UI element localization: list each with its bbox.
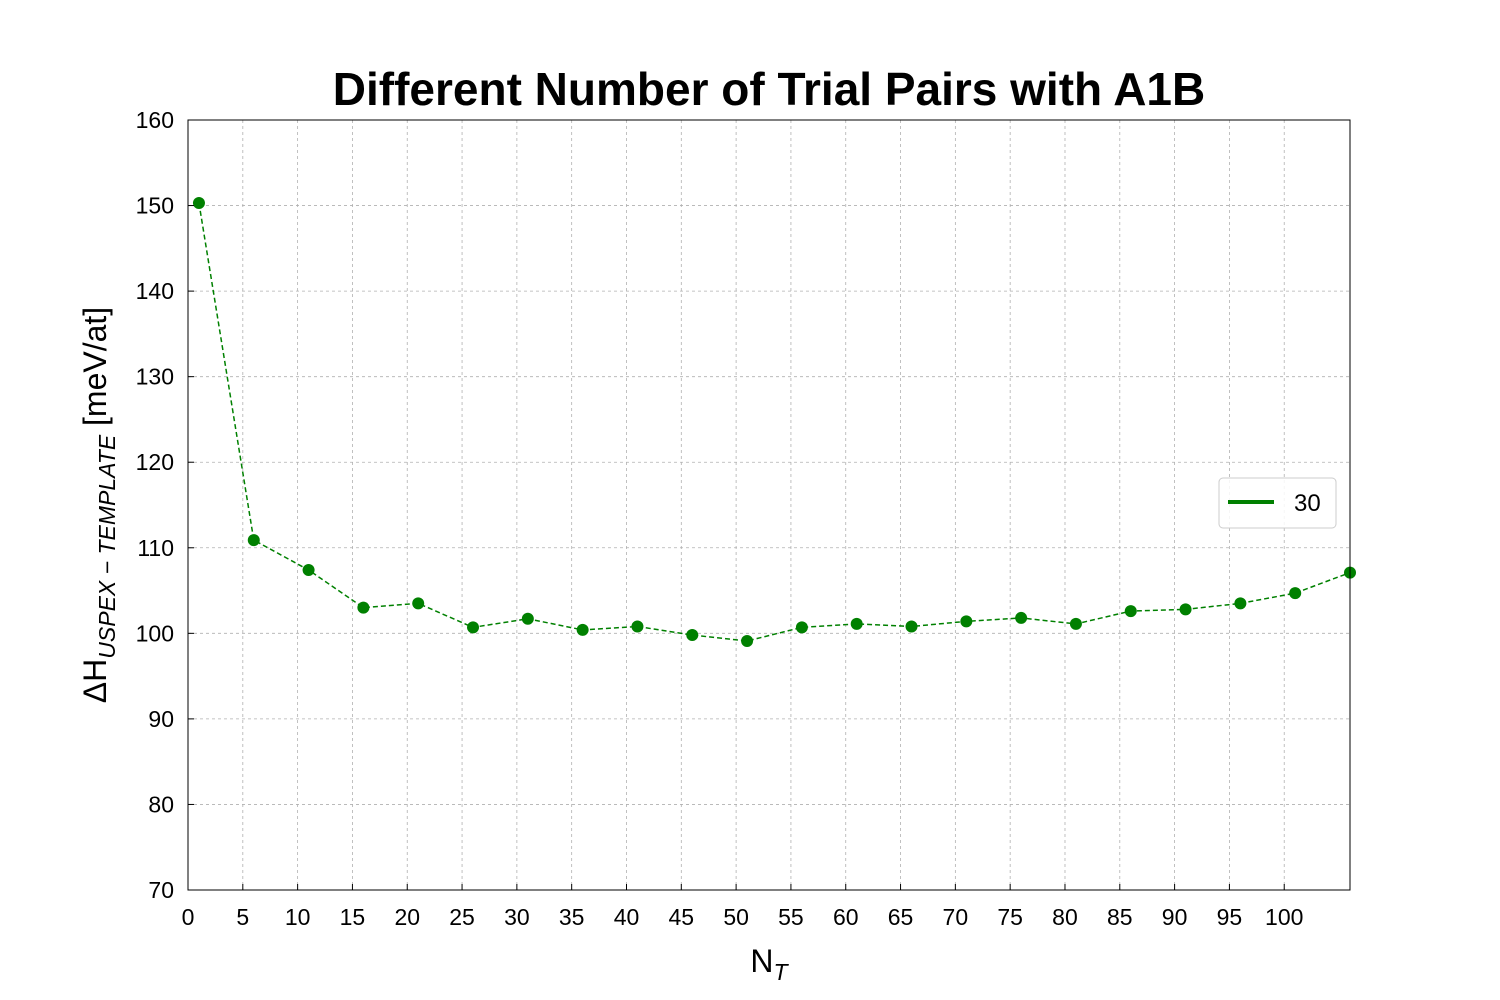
y-axis-label-sub: USPEX − TEMPLATE [94,434,120,659]
y-tick-label: 110 [137,535,174,561]
data-point [795,621,808,634]
data-point [1179,603,1192,616]
data-point [467,621,480,634]
data-point [850,617,863,630]
x-tick-label: 20 [394,904,420,930]
x-tick-label: 65 [888,904,914,930]
legend: 30 [1218,477,1337,529]
x-tick-label: 15 [340,904,366,930]
x-tick-label: 10 [285,904,311,930]
x-tick-label: 95 [1217,904,1243,930]
x-tick-label: 0 [182,904,195,930]
x-tick-label: 85 [1107,904,1133,930]
x-tick-label: 30 [504,904,530,930]
x-tick-label: 75 [997,904,1023,930]
plot-frame [187,119,1351,891]
data-point [521,612,534,625]
x-tick-label: 55 [778,904,804,930]
y-tick-label: 120 [136,449,174,475]
x-tick-label: 90 [1162,904,1188,930]
series-line-1 [198,202,1351,642]
data-point [960,615,973,628]
data-point [1234,597,1247,610]
x-tick-label: 60 [833,904,859,930]
chart-title: Different Number of Trial Pairs with A1B [333,63,1205,115]
x-axis-label-sub: T [774,959,790,985]
y-axis-label-unit: [meV/at] [77,307,113,435]
y-tick-label: 150 [136,193,174,219]
x-tick-label: 5 [236,904,249,930]
y-tick-label: 70 [148,877,174,903]
series-layer [192,196,1356,648]
x-tick-label: 80 [1052,904,1078,930]
x-tick-label: 100 [1265,904,1303,930]
y-axis-label: ΔHUSPEX − TEMPLATE [meV/at] [77,307,120,703]
y-tick-label: 80 [148,791,174,817]
legend-label-series-1: 30 [1294,490,1321,517]
ticks: 0 5 10 15 20 25 30 35 40 45 50 55 60 65 70 75 80 85 90 95 10… [136,107,1304,930]
x-tick-label: 50 [723,904,749,930]
data-point [741,635,754,648]
y-tick-label: 160 [136,107,174,133]
data-point [576,623,589,636]
y-tick-label: 140 [136,278,174,304]
x-axis-label: NT [750,943,789,985]
data-point [192,196,205,209]
y-axis-label-delta: Δ [77,682,113,703]
y-tick-label: 100 [136,620,174,646]
data-point [357,601,370,614]
data-point [1289,587,1302,600]
x-tick-label: 40 [614,904,640,930]
y-tick-label: 90 [148,706,174,732]
data-point [412,597,425,610]
data-point [302,564,315,577]
x-axis-label-main: N [750,943,773,979]
data-point [1015,611,1028,624]
data-point [247,534,260,547]
x-tick-label: 45 [669,904,695,930]
data-point [905,620,918,633]
data-point [631,620,644,633]
grid [187,119,1350,891]
data-point [1124,605,1137,618]
y-tick-label: 130 [136,364,174,390]
x-tick-label: 25 [449,904,475,930]
data-point [1069,617,1082,630]
legend-box [1218,477,1337,529]
x-tick-label: 35 [559,904,585,930]
x-tick-label: 70 [943,904,969,930]
data-point [686,629,699,642]
y-axis-label-main: H [77,659,113,682]
